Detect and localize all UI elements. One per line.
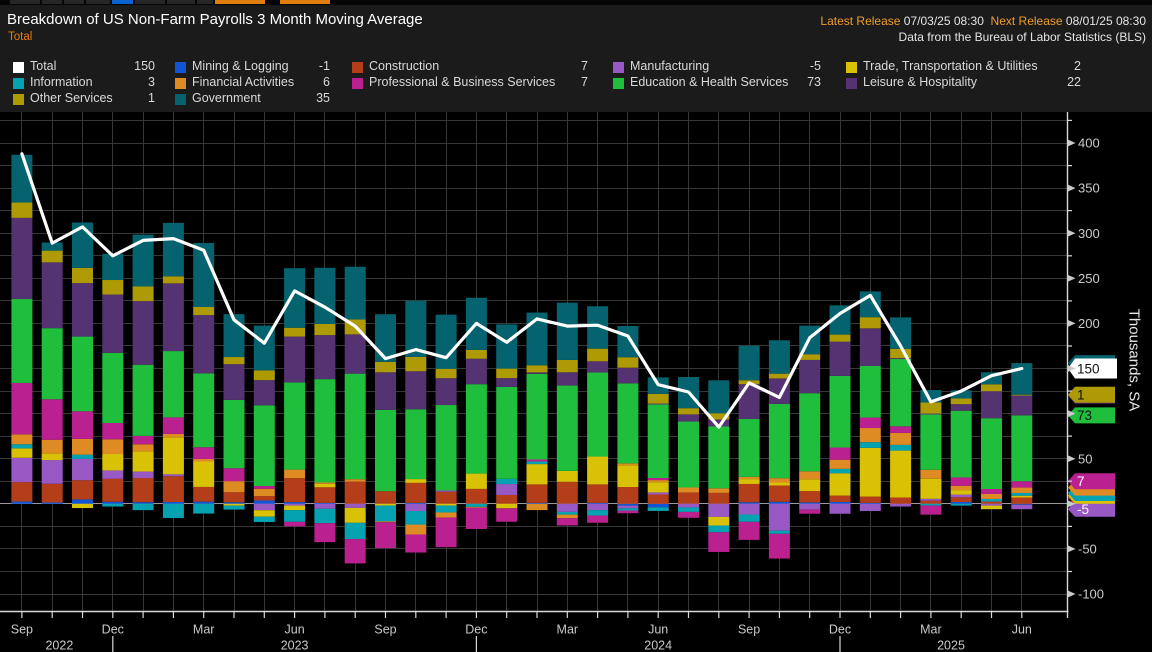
svg-text:Dec: Dec [829, 623, 851, 637]
svg-text:Sep: Sep [738, 623, 760, 637]
svg-text:50: 50 [1078, 451, 1092, 466]
svg-text:250: 250 [1078, 271, 1100, 286]
svg-text:Mar: Mar [920, 623, 942, 637]
svg-text:2023: 2023 [281, 639, 309, 652]
svg-text:2025: 2025 [937, 639, 965, 652]
svg-text:7: 7 [1077, 474, 1085, 489]
svg-text:400: 400 [1078, 136, 1100, 151]
svg-text:73: 73 [1077, 408, 1092, 423]
svg-text:150: 150 [1077, 361, 1100, 376]
svg-text:300: 300 [1078, 226, 1100, 241]
svg-text:Dec: Dec [465, 623, 487, 637]
svg-text:Jun: Jun [285, 623, 305, 637]
svg-text:-50: -50 [1078, 542, 1097, 557]
svg-text:2024: 2024 [644, 639, 672, 652]
svg-text:Jun: Jun [648, 623, 668, 637]
svg-text:Sep: Sep [11, 623, 33, 637]
svg-text:200: 200 [1078, 316, 1100, 331]
svg-text:2022: 2022 [45, 639, 73, 652]
svg-text:Dec: Dec [102, 623, 124, 637]
svg-text:Mar: Mar [557, 623, 579, 637]
svg-text:-5: -5 [1077, 502, 1089, 517]
svg-text:-100: -100 [1078, 587, 1104, 602]
svg-text:350: 350 [1078, 181, 1100, 196]
svg-text:Mar: Mar [193, 623, 215, 637]
svg-text:Jun: Jun [1012, 623, 1032, 637]
svg-text:1: 1 [1077, 388, 1085, 403]
svg-text:Sep: Sep [374, 623, 396, 637]
